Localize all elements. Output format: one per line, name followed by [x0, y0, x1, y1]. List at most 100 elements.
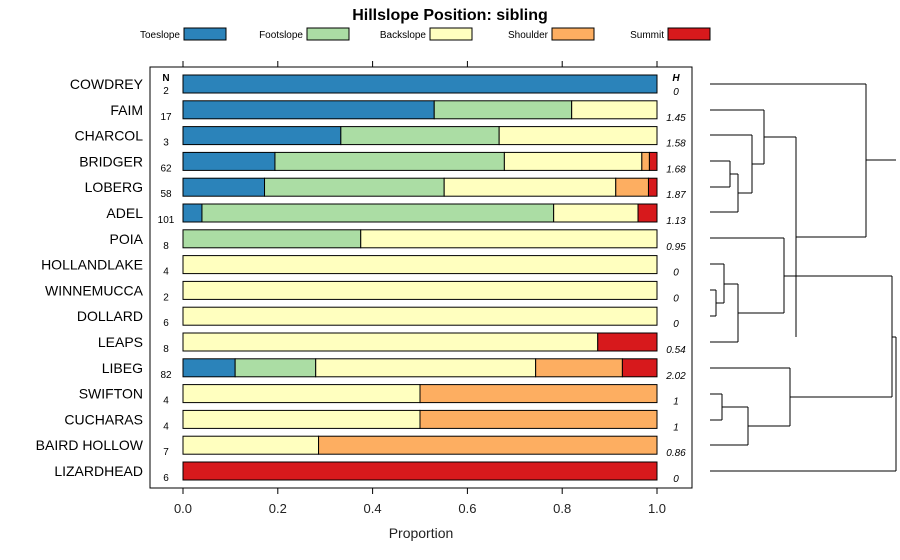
dendrogram	[710, 83, 897, 472]
x-axis: 0.0 0.2 0.4 0.6 0.8 1.0	[174, 61, 666, 516]
bar-segment	[535, 358, 623, 378]
row-label: COWDREY	[70, 76, 144, 92]
row-n-value: 82	[160, 370, 172, 381]
bar-segment	[647, 177, 658, 197]
bar-segment	[182, 74, 658, 94]
bar-segment	[318, 435, 658, 455]
legend-label: Shoulder	[508, 30, 549, 41]
row-h-value: 0.54	[666, 345, 686, 356]
bar-segment	[182, 358, 236, 378]
row-h-value: 0	[673, 474, 679, 485]
row-h-value: 0	[673, 87, 679, 98]
bar-segment	[182, 229, 362, 249]
legend-swatch	[429, 27, 473, 41]
bar-segment	[182, 306, 658, 326]
x-axis-label: Proportion	[389, 525, 454, 541]
legend-label: Toeslope	[140, 30, 180, 41]
row-n-value: 8	[163, 241, 169, 252]
bar-segment	[597, 332, 658, 352]
row-h-value: 0.86	[666, 448, 686, 459]
row-h-value: 1.87	[666, 190, 686, 201]
bar-segment	[182, 435, 320, 455]
bar-segment	[182, 384, 421, 404]
row-n-value: 6	[163, 473, 169, 484]
bar-segment	[433, 100, 573, 120]
bar-segment	[571, 100, 658, 120]
legend-label: Summit	[630, 30, 664, 41]
bar-segment	[648, 151, 658, 171]
row-label: BAIRD HOLLOW	[36, 437, 144, 453]
x-tick-label: 0.4	[364, 501, 382, 516]
bar-segment	[274, 151, 505, 171]
bar-segment	[264, 177, 445, 197]
row-h-value: 1.45	[666, 113, 686, 124]
row-h-value: 0	[673, 319, 679, 330]
row-label: ADEL	[106, 205, 143, 221]
row-label: LEAPS	[98, 334, 143, 350]
row-n-value: 62	[160, 163, 172, 174]
row-h-value: 1	[673, 397, 679, 408]
row-h-value: 0	[673, 268, 679, 279]
bar-segment	[182, 203, 203, 223]
x-tick-label: 0.0	[174, 501, 192, 516]
x-tick-label: 1.0	[648, 501, 666, 516]
row-n-value: 4	[163, 421, 169, 432]
row-h-value: 1.13	[666, 216, 686, 227]
row-h-value: 1.58	[666, 139, 686, 150]
row-label: SWIFTON	[79, 386, 143, 402]
bar-segment	[637, 203, 658, 223]
legend-label: Footslope	[259, 30, 303, 41]
row-h-value: 0	[673, 293, 679, 304]
row-n-value: 6	[163, 318, 169, 329]
bar-segment	[182, 409, 421, 429]
row-n-value: 101	[158, 215, 175, 226]
bar-segment	[315, 358, 537, 378]
bar-segment	[443, 177, 617, 197]
plot-frame	[149, 66, 693, 489]
row-n-value: 3	[163, 138, 169, 149]
bar-segment	[182, 177, 266, 197]
row-h-value: 2.02	[665, 371, 686, 382]
row-h-value: 0.95	[666, 242, 686, 253]
bar-segment	[360, 229, 658, 249]
bar-segment	[553, 203, 639, 223]
bar-segment	[182, 280, 658, 300]
row-n-value: 4	[163, 267, 169, 278]
legend-swatch	[306, 27, 350, 41]
legend-label: Backslope	[380, 30, 427, 41]
n-column-header: N	[162, 73, 169, 84]
bar-segment	[503, 151, 643, 171]
row-n-value: 4	[163, 396, 169, 407]
x-tick-label: 0.8	[553, 501, 571, 516]
bar-segment	[641, 151, 650, 171]
row-label: HOLLANDLAKE	[41, 257, 143, 273]
bar-segment	[182, 100, 435, 120]
row-n-value: 58	[160, 189, 172, 200]
legend-swatch	[667, 27, 711, 41]
row-label: CHARCOL	[75, 128, 144, 144]
bar-segment	[419, 384, 658, 404]
bar-segment	[340, 126, 500, 146]
row-h-value: 1.68	[666, 164, 686, 175]
bar-segment	[182, 332, 599, 352]
row-h-value: 1	[673, 422, 679, 433]
bar-segment	[182, 461, 658, 481]
bar-segment	[182, 126, 342, 146]
bar-segment	[234, 358, 317, 378]
bar-segment	[201, 203, 555, 223]
row-label: LIZARDHEAD	[54, 463, 143, 479]
row-label: DOLLARD	[77, 308, 143, 324]
row-label: BRIDGER	[79, 153, 143, 169]
row-n-value: 17	[160, 112, 172, 123]
row-label: POIA	[110, 231, 144, 247]
bar-segment	[621, 358, 658, 378]
row-n-value: 2	[163, 86, 169, 97]
row-label: LOBERG	[85, 179, 143, 195]
row-label: CUCHARAS	[64, 411, 143, 427]
x-tick-label: 0.6	[458, 501, 476, 516]
legend-swatch	[551, 27, 595, 41]
x-tick-label: 0.2	[269, 501, 287, 516]
bar-segment	[498, 126, 658, 146]
row-n-value: 7	[163, 447, 169, 458]
